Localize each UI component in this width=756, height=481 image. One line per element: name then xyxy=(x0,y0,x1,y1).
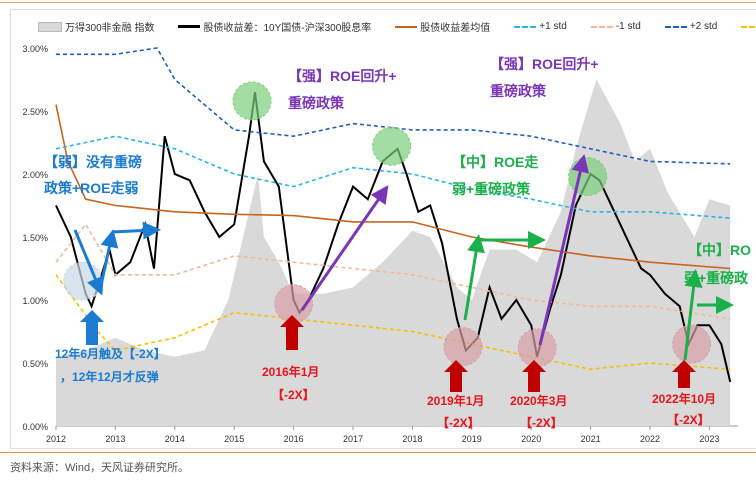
y-tick-label: 2.50% xyxy=(22,107,48,117)
legend-swatch xyxy=(178,25,201,28)
highlight-circle xyxy=(372,126,412,166)
x-tick-label: 2015 xyxy=(224,434,244,444)
x-tick-label: 2020 xyxy=(521,434,541,444)
annotation-strong1-1: 【强】ROE回升+ xyxy=(288,68,397,84)
legend-swatch xyxy=(38,21,62,32)
y-tick-label: 2.00% xyxy=(22,170,48,180)
legend-item: 万得300非金融 指数 xyxy=(38,19,154,34)
annotation-strong2-1: 【强】ROE回升+ xyxy=(490,56,599,72)
up-arrow-icon xyxy=(672,360,696,388)
trend-arrow xyxy=(73,229,104,296)
y-tick-label: 1.50% xyxy=(22,233,48,243)
x-tick-label: 2021 xyxy=(581,434,601,444)
legend-label: +1 std xyxy=(539,21,567,32)
annotation-weak-1: 【弱】没有重磅 xyxy=(44,154,142,170)
annotation-mid1-2: 弱+重磅政策 xyxy=(452,181,531,197)
legend-label: 股债收益差均值 xyxy=(420,23,491,34)
series-line-6 xyxy=(55,274,731,371)
chart-frame xyxy=(10,9,756,449)
source-note: 资料来源：Wind，天风证券研究所。 xyxy=(10,462,190,474)
series-line-3 xyxy=(55,135,731,219)
series-line-2 xyxy=(55,104,731,270)
legend-item: +1 std xyxy=(514,19,567,34)
annotation-mid1-1: 【中】ROE走 xyxy=(452,154,539,170)
annotation-2016-date: 2016年1月 xyxy=(262,365,320,379)
annotation-2012-1: 12年6月触及【-2X】 xyxy=(55,347,166,361)
series-line-5 xyxy=(56,47,731,165)
x-tick-label: 2019 xyxy=(462,434,482,444)
annotation-2020-date: 2020年3月 xyxy=(510,394,568,408)
annotation-2012-2: ，12年12月才反弹 xyxy=(60,370,159,384)
annotation-strong2-2: 重磅政策 xyxy=(490,83,546,99)
up-arrow-icon xyxy=(80,310,104,345)
trend-arrow xyxy=(98,229,119,291)
highlight-circle xyxy=(568,157,608,197)
up-arrow-icon xyxy=(280,315,304,350)
x-tick-label: 2023 xyxy=(699,434,719,444)
trend-arrow xyxy=(111,221,161,240)
legend-label: 万得300非金融 指数 xyxy=(65,23,155,34)
x-tick-label: 2012 xyxy=(46,434,66,444)
highlight-circle xyxy=(517,328,557,368)
annotation-mid2-2: 弱+重磅政 xyxy=(684,270,749,286)
legend: 万得300非金融 指数 股债收益差：10Y国债-沪深300股息率 股债收益差均值 +1… xyxy=(38,19,756,34)
trend-arrow xyxy=(683,269,703,361)
x-tick-label: 2013 xyxy=(105,434,125,444)
annotation-2022-date: 2022年10月 xyxy=(652,392,717,406)
bottom-rule xyxy=(0,452,756,453)
y-tick-label: 1.00% xyxy=(22,296,48,306)
up-arrow-icon xyxy=(522,360,546,392)
legend-item: +2 std xyxy=(664,19,718,34)
legend-swatch xyxy=(664,25,687,28)
x-tick-label: 2017 xyxy=(343,434,363,444)
annotation-2022-level: 【-2X】 xyxy=(667,413,710,427)
y-tick-label: 0.50% xyxy=(22,359,48,369)
x-tick-label: 2014 xyxy=(165,434,185,444)
highlight-circle xyxy=(274,284,314,324)
top-rule xyxy=(0,2,756,3)
highlight-circle xyxy=(672,324,712,364)
highlight-circle xyxy=(443,327,483,367)
trend-arrow xyxy=(463,234,485,321)
series-area-index xyxy=(56,79,731,426)
legend-label: +2 std xyxy=(689,21,718,32)
legend-item: 股债收益差：10Y国债-沪深300股息率 xyxy=(178,19,371,34)
legend-swatch xyxy=(590,25,613,28)
annotation-2020-level: 【-2X】 xyxy=(520,416,563,430)
annotation-2019-date: 2019年1月 xyxy=(427,394,485,408)
x-tick-label: 2016 xyxy=(284,434,304,444)
legend-swatch xyxy=(395,25,418,28)
y-tick-label: 0.00% xyxy=(22,422,48,432)
series-line-4 xyxy=(55,222,731,320)
legend-item: 股债收益差均值 xyxy=(395,19,490,34)
annotation-2016-level: 【-2X】 xyxy=(272,388,315,402)
legend-item: -1 std xyxy=(590,19,641,34)
annotation-2019-level: 【-2X】 xyxy=(437,416,480,430)
trend-arrow xyxy=(300,185,389,311)
legend-label: -1 std xyxy=(615,21,641,32)
legend-item: -2 std xyxy=(741,19,756,34)
trend-arrow xyxy=(538,154,590,346)
legend-label: 股债收益差：10Y国债-沪深300股息率 xyxy=(203,23,372,34)
up-arrow-icon xyxy=(444,360,468,392)
y-tick-label: 3.00% xyxy=(22,44,48,54)
legend-swatch xyxy=(741,25,756,28)
legend-swatch xyxy=(514,25,537,28)
highlight-circle xyxy=(232,81,272,121)
x-tick-label: 2018 xyxy=(402,434,422,444)
x-tick-label: 2022 xyxy=(640,434,660,444)
annotation-weak-2: 政策+ROE走弱 xyxy=(44,180,139,196)
annotation-strong1-2: 重磅政策 xyxy=(288,95,344,111)
annotation-mid2-1: 【中】RO xyxy=(688,242,751,258)
